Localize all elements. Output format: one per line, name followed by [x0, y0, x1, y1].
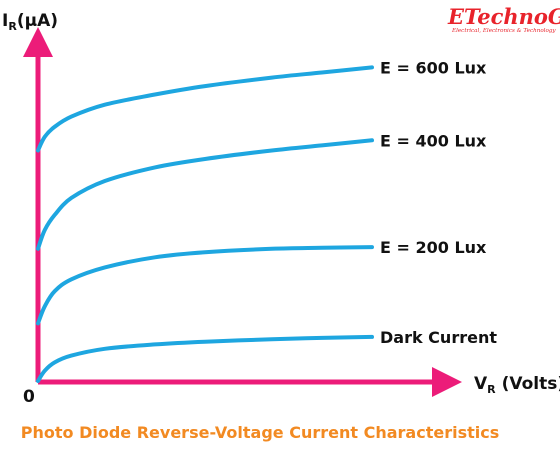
- series-line-1: [36, 138, 374, 251]
- chart-caption: Photo Diode Reverse-Voltage Current Char…: [20, 423, 500, 442]
- series-label-layer: E = 600 Lux E = 400 Lux E = 200 Lux Dark Cu…: [380, 58, 497, 347]
- series-label-0: E = 600 Lux: [380, 58, 487, 77]
- etechnog-logo: ETechnoG Electrical, Electronics & Techn…: [448, 4, 560, 35]
- x-axis-label: VR (Volts): [474, 374, 560, 396]
- series-line-2: [36, 245, 374, 326]
- logo-name: ETechnoG: [448, 4, 560, 29]
- series-label-1: E = 400 Lux: [380, 131, 487, 150]
- series-label-2: E = 200 Lux: [380, 238, 487, 257]
- y-axis-label: IR(µA): [2, 11, 58, 33]
- series-layer: [36, 65, 374, 383]
- origin-label: 0: [23, 387, 35, 407]
- series-line-3: [36, 334, 374, 383]
- logo-tagline: Electrical, Electronics & Technology: [452, 28, 556, 34]
- series-line-0: [36, 65, 374, 153]
- series-label-3: Dark Current: [380, 328, 497, 347]
